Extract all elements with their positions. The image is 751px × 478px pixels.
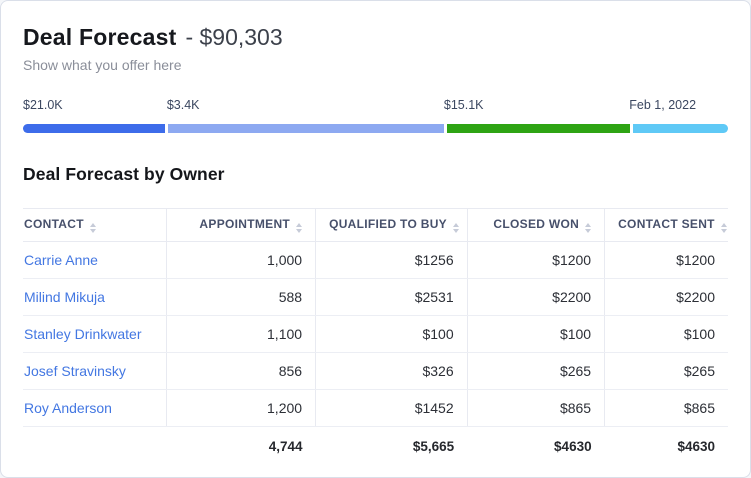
qualified-to-buy-value: $326 (315, 352, 468, 390)
totals-qualified-to-buy: $5,665 (412, 439, 455, 454)
table-header-row: CONTACT APPOINTMENT QUALIFIED TO BUY CLO… (23, 208, 728, 242)
table-row: Milind Mikuja 588 $2531 $2200 $2200 (23, 278, 728, 316)
forecast-progress: $21.0K $3.4K $15.1K Feb 1, 2022 (23, 98, 728, 133)
totals-empty-cell (23, 427, 167, 469)
sort-icon[interactable] (720, 223, 727, 233)
contact-sent-value: $2200 (604, 278, 728, 316)
closed-won-value: $1200 (466, 241, 605, 279)
progress-segment-2[interactable] (167, 124, 445, 133)
progress-segment-4[interactable] (633, 124, 728, 133)
page-subtitle: Show what you offer here (23, 57, 182, 73)
progress-segment-1[interactable] (23, 124, 165, 133)
closed-won-value: $100 (466, 315, 605, 353)
progress-label-closed-won: $15.1K (443, 98, 484, 112)
totals-row: 4,744 $5,665 $4630 $4630 (23, 427, 728, 469)
sort-icon[interactable] (296, 223, 303, 233)
deal-forecast-table: CONTACT APPOINTMENT QUALIFIED TO BUY CLO… (23, 208, 728, 468)
closed-won-value: $2200 (466, 278, 605, 316)
totals-appointment: 4,744 (268, 439, 303, 454)
sort-icon[interactable] (585, 223, 592, 233)
sort-icon[interactable] (89, 223, 96, 233)
sort-icon[interactable] (452, 223, 459, 233)
appointment-value: 1,200 (166, 389, 316, 427)
table-row: Josef Stravinsky 856 $326 $265 $265 (23, 352, 728, 390)
progress-segment-3[interactable] (447, 124, 631, 133)
page-title: Deal Forecast - $90,303 (23, 23, 728, 51)
progress-label-appointment: $21.0K (23, 98, 63, 112)
table-row: Stanley Drinkwater 1,100 $100 $100 $100 (23, 315, 728, 353)
totals-contact-sent: $4630 (677, 439, 715, 454)
closed-won-value: $865 (466, 389, 605, 427)
qualified-to-buy-value: $1452 (315, 389, 468, 427)
column-header-appointment[interactable]: APPOINTMENT (166, 208, 316, 242)
appointment-value: 856 (166, 352, 316, 390)
column-header-closed-won-label: CLOSED WON (493, 217, 580, 231)
column-header-closed-won[interactable]: CLOSED WON (466, 208, 605, 242)
qualified-to-buy-value: $100 (315, 315, 468, 353)
column-header-appointment-label: APPOINTMENT (199, 217, 291, 231)
table-title: Deal Forecast by Owner (23, 164, 225, 184)
forecast-progress-labels: $21.0K $3.4K $15.1K Feb 1, 2022 (23, 98, 728, 118)
table-row: Carrie Anne 1,000 $1256 $1200 $1200 (23, 241, 728, 279)
page-title-amount: - $90,303 (185, 24, 283, 50)
totals-closed-won: $4630 (554, 439, 592, 454)
contact-sent-value: $100 (604, 315, 728, 353)
contact-link[interactable]: Roy Anderson (23, 389, 167, 427)
qualified-to-buy-value: $2531 (315, 278, 468, 316)
contact-sent-value: $265 (604, 352, 728, 390)
contact-link[interactable]: Milind Mikuja (23, 278, 167, 316)
column-header-contact-label: CONTACT (24, 217, 84, 231)
table-row: Roy Anderson 1,200 $1452 $865 $865 (23, 389, 728, 427)
contact-link[interactable]: Stanley Drinkwater (23, 315, 167, 353)
column-header-contact[interactable]: CONTACT (23, 208, 167, 242)
contact-link[interactable]: Carrie Anne (23, 241, 167, 279)
appointment-value: 1,100 (166, 315, 316, 353)
contact-sent-value: $1200 (604, 241, 728, 279)
contact-link[interactable]: Josef Stravinsky (23, 352, 167, 390)
qualified-to-buy-value: $1256 (315, 241, 468, 279)
appointment-value: 1,000 (166, 241, 316, 279)
column-header-qualified-to-buy[interactable]: QUALIFIED TO BUY (315, 208, 468, 242)
page-title-main: Deal Forecast (23, 24, 177, 50)
progress-label-date: Feb 1, 2022 (629, 98, 697, 112)
progress-label-qualified: $3.4K (166, 98, 200, 112)
closed-won-value: $265 (466, 352, 605, 390)
contact-sent-value: $865 (604, 389, 728, 427)
appointment-value: 588 (166, 278, 316, 316)
column-header-contact-sent-label: CONTACT SENT (618, 217, 715, 231)
forecast-progress-bar (23, 124, 728, 133)
column-header-contact-sent[interactable]: CONTACT SENT (604, 208, 728, 242)
column-header-qualified-label: QUALIFIED TO BUY (329, 217, 447, 231)
